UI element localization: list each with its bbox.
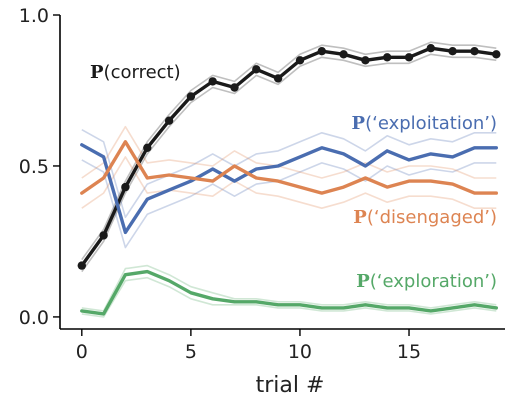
y-tick-label-2: 1.0 (19, 5, 49, 27)
series-line-disengaged (80, 140, 498, 195)
x-axis-ticks: 0 5 10 15 (76, 329, 421, 363)
series-label-correct: P(correct) (90, 62, 181, 83)
series-markers (77, 44, 501, 270)
run-line-exploration-0 (81, 264, 497, 312)
x-tick-label-5: 5 (185, 341, 197, 363)
data-point-correct-0 (77, 261, 87, 270)
data-point-correct-13 (361, 56, 370, 65)
run-line-exploitation-1 (81, 159, 497, 249)
data-point-correct-2 (121, 182, 130, 192)
x-tick-label-10: 10 (288, 341, 312, 363)
series-label-disengaged: P(‘disengaged’) (353, 207, 497, 228)
y-tick-label-1: 0.5 (19, 156, 49, 178)
data-point-correct-14 (383, 53, 392, 62)
data-point-correct-15 (404, 53, 414, 62)
run-line-exploration-1 (81, 276, 497, 318)
series-label-exploration: P(‘exploration’) (356, 271, 497, 292)
data-point-correct-17 (448, 47, 457, 56)
x-tick-label-15: 15 (397, 341, 421, 363)
data-point-correct-4 (164, 116, 174, 125)
data-point-correct-9 (273, 74, 283, 83)
data-point-correct-16 (426, 44, 435, 53)
data-point-correct-12 (339, 50, 348, 59)
run-line-correct-1 (81, 41, 497, 261)
run-line-exploitation-0 (81, 129, 497, 219)
data-point-correct-19 (492, 50, 501, 59)
data-point-correct-10 (295, 56, 305, 65)
data-point-correct-3 (143, 143, 152, 152)
x-tick-label-0: 0 (76, 341, 88, 363)
data-point-correct-5 (186, 92, 196, 101)
data-point-correct-8 (252, 65, 261, 74)
data-point-correct-7 (230, 83, 239, 92)
run-line-disengaged-0 (81, 125, 497, 179)
data-point-correct-11 (317, 47, 326, 56)
run-line-disengaged-1 (81, 156, 497, 209)
data-point-correct-6 (208, 77, 217, 86)
y-axis-ticks: 0.0 0.5 1.0 (19, 5, 60, 329)
series-label-exploitation: P(‘exploitation’) (352, 113, 497, 134)
data-point-correct-18 (470, 47, 479, 56)
y-tick-label-0: 0.0 (19, 307, 49, 329)
replicate-runs (81, 41, 497, 318)
series-line-exploitation (80, 143, 498, 235)
data-point-correct-1 (99, 231, 108, 240)
x-axis-label: trial # (256, 373, 325, 398)
series-line-exploration (80, 269, 498, 316)
